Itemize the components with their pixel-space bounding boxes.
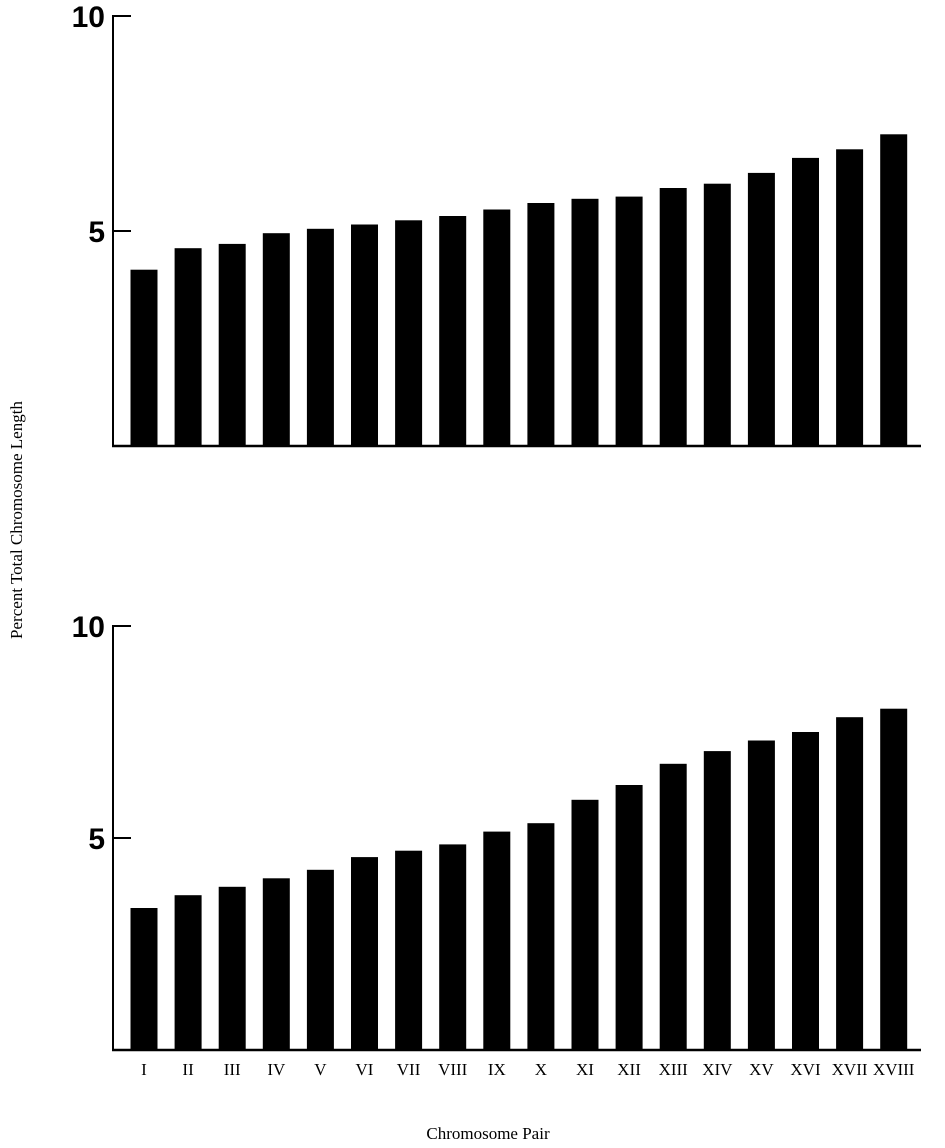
bottom-x-tick-label-xi: XI xyxy=(576,1060,594,1079)
bottom-x-tick-label-vi: VI xyxy=(356,1060,374,1079)
bottom-x-tick-label-xvi: XVI xyxy=(790,1060,821,1079)
bottom-bar-xiv xyxy=(703,751,731,1050)
bottom-x-tick-label-iv: IV xyxy=(267,1060,286,1079)
bottom-y-ticks: 5 10 xyxy=(72,611,131,856)
bottom-bar-xiii xyxy=(659,763,687,1050)
bottom-bar-iv xyxy=(262,878,290,1050)
top-bar-xvi xyxy=(792,157,819,446)
top-bar-x xyxy=(527,203,555,446)
bottom-x-tick-label-i: I xyxy=(141,1060,147,1079)
bottom-x-tick-label-v: V xyxy=(314,1060,327,1079)
top-bar-xv xyxy=(747,172,775,446)
bottom-x-tick-label-iii: III xyxy=(224,1060,241,1079)
top-bar-xii xyxy=(615,196,643,446)
bottom-bar-iii xyxy=(218,886,246,1050)
bottom-bar-vii xyxy=(395,850,423,1050)
top-bar-iv xyxy=(262,233,290,446)
top-y-tick-label-10: 10 xyxy=(72,1,105,34)
bottom-y-tick-label-5: 5 xyxy=(88,823,105,856)
top-bar-i xyxy=(130,269,158,446)
top-bar-xviii xyxy=(880,134,908,447)
top-bar-xiv xyxy=(703,183,731,446)
bottom-bar-xviii xyxy=(880,708,908,1050)
bottom-bar-xii xyxy=(615,785,643,1050)
top-bar-viii xyxy=(439,216,467,446)
bottom-bar-ii xyxy=(174,895,202,1050)
bottom-x-tick-label-xvii: XVII xyxy=(832,1060,868,1079)
bottom-bar-chart: 510 I II III IV V VI VII VIII IX X XI XII XIII XIV XV X… xyxy=(72,611,921,1079)
bottom-bar-i xyxy=(130,908,158,1050)
bottom-x-tick-label-x: X xyxy=(535,1060,547,1079)
top-bar-vi xyxy=(351,224,378,446)
bottom-bar-xvii xyxy=(836,717,864,1050)
bottom-x-tick-label-vii: VII xyxy=(397,1060,421,1079)
top-bar-xi xyxy=(571,198,599,446)
top-y-ticks: 5 10 xyxy=(72,1,131,249)
bottom-x-tick-label-ix: IX xyxy=(488,1060,506,1079)
bottom-bar-vi xyxy=(351,857,378,1050)
bottom-bars xyxy=(130,708,908,1050)
bottom-x-tick-label-xviii: XVIII xyxy=(873,1060,915,1079)
top-bar-vii xyxy=(395,220,423,447)
bottom-x-tick-label-xiii: XIII xyxy=(659,1060,689,1079)
bottom-bar-ix xyxy=(483,831,511,1050)
top-bar-chart: 5 10 xyxy=(72,1,921,448)
bottom-x-tick-label-viii: VIII xyxy=(438,1060,468,1079)
bottom-bar-xvi xyxy=(792,732,819,1050)
bottom-bar-x xyxy=(527,823,555,1050)
y-axis-title: Percent Total Chromosome Length xyxy=(7,401,26,639)
top-bar-v xyxy=(306,228,334,446)
bottom-bar-viii xyxy=(439,844,467,1050)
bottom-x-tick-label-xii: XII xyxy=(617,1060,641,1079)
top-bar-ii xyxy=(174,248,202,446)
bottom-y-tick-label-10: 10 xyxy=(72,611,105,644)
x-axis-title: Chromosome Pair xyxy=(426,1124,550,1143)
bottom-x-tick-label-ii: II xyxy=(182,1060,194,1079)
top-y-tick-label-5: 5 xyxy=(88,216,105,249)
top-bar-ix xyxy=(483,209,511,446)
top-bar-iii xyxy=(218,243,246,446)
bottom-bar-xv xyxy=(747,740,775,1050)
top-bars xyxy=(130,134,908,447)
bottom-x-tick-label-xiv: XIV xyxy=(702,1060,733,1079)
bottom-x-ticks: I II III IV V VI VII VIII IX X XI XII XIII XIV XV XVI XV… xyxy=(141,1060,915,1079)
bottom-x-tick-label-xv: XV xyxy=(749,1060,774,1079)
bottom-bar-xi xyxy=(571,799,599,1050)
top-bar-xiii xyxy=(659,188,687,446)
bottom-bar-v xyxy=(306,869,334,1050)
top-bar-xvii xyxy=(836,149,864,447)
